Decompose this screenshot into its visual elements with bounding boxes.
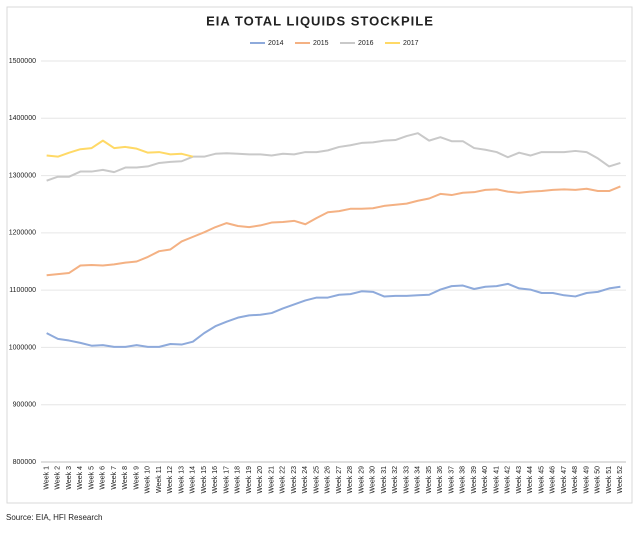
x-tick-label: Week 9 <box>133 466 140 490</box>
x-tick-label: Week 30 <box>370 466 377 494</box>
x-tick-label: Week 39 <box>471 466 478 494</box>
x-tick-label: Week 6 <box>100 466 107 490</box>
x-tick-label: Week 46 <box>550 466 557 494</box>
x-tick-label: Week 22 <box>280 466 287 494</box>
series-line <box>46 282 621 348</box>
x-tick-label: Week 15 <box>201 466 208 494</box>
x-tick-label: Week 49 <box>583 466 590 494</box>
x-tick-label: Week 36 <box>437 466 444 494</box>
x-tick-label: Week 32 <box>392 466 399 494</box>
legend-label: 2014 <box>268 40 284 47</box>
x-tick-label: Week 8 <box>122 466 129 490</box>
x-tick-label: Week 42 <box>505 466 512 494</box>
x-tick-label: Week 10 <box>145 466 152 494</box>
x-tick-label: Week 43 <box>516 466 523 494</box>
x-tick-label: Week 28 <box>347 466 354 494</box>
x-tick-label: Week 16 <box>212 466 219 494</box>
x-tick-label: Week 47 <box>561 466 568 494</box>
series-line <box>46 132 621 182</box>
y-tick-label: 1000000 <box>9 344 36 351</box>
y-tick-label: 800000 <box>13 459 36 466</box>
x-tick-label: Week 17 <box>223 466 230 494</box>
x-tick-label: Week 25 <box>313 466 320 494</box>
x-tick-label: Week 35 <box>426 466 433 494</box>
x-tick-label: Week 40 <box>482 466 489 494</box>
x-tick-label: Week 14 <box>190 466 197 494</box>
x-tick-label: Week 11 <box>156 466 163 493</box>
x-tick-label: Week 26 <box>325 466 332 494</box>
x-tick-label: Week 52 <box>617 466 624 494</box>
x-tick-label: Week 27 <box>336 466 343 494</box>
x-tick-label: Week 5 <box>88 466 95 490</box>
x-tick-label: Week 44 <box>527 466 534 494</box>
x-tick-label: Week 3 <box>66 466 73 490</box>
x-tick-label: Week 20 <box>257 466 264 494</box>
x-tick-label: Week 18 <box>235 466 242 494</box>
x-tick-label: Week 38 <box>460 466 467 494</box>
x-tick-label: Week 33 <box>403 466 410 494</box>
x-tick-label: Week 51 <box>606 466 613 494</box>
x-tick-label: Week 21 <box>268 466 275 494</box>
y-tick-label: 1400000 <box>9 115 36 122</box>
y-tick-label: 1200000 <box>9 230 36 237</box>
legend-label: 2016 <box>358 40 374 47</box>
x-tick-label: Week 19 <box>246 466 253 494</box>
legend-label: 2015 <box>313 40 329 47</box>
chart-title: EIA TOTAL LIQUIDS STOCKPILE <box>206 13 434 28</box>
x-tick-label: Week 34 <box>415 466 422 494</box>
x-tick-label: Week 4 <box>77 466 84 490</box>
x-tick-label: Week 50 <box>595 466 602 494</box>
x-tick-label: Week 1 <box>43 466 50 490</box>
x-tick-label: Week 48 <box>572 466 579 494</box>
x-tick-label: Week 7 <box>111 466 118 490</box>
x-tick-label: Week 12 <box>167 466 174 494</box>
x-tick-label: Week 23 <box>291 466 298 494</box>
x-tick-label: Week 41 <box>493 466 500 494</box>
x-tick-label: Week 31 <box>381 466 388 494</box>
x-tick-label: Week 37 <box>448 466 455 494</box>
x-tick-label: Week 2 <box>55 466 62 490</box>
y-tick-label: 900000 <box>13 402 36 409</box>
series-line <box>46 139 194 158</box>
chart-frame <box>6 6 633 504</box>
x-tick-label: Week 29 <box>358 466 365 494</box>
legend-label: 2017 <box>403 40 419 47</box>
source-note: Source: EIA, HFI Research <box>6 513 102 522</box>
y-tick-label: 1100000 <box>9 287 36 294</box>
y-tick-label: 1500000 <box>9 58 36 65</box>
y-tick-label: 1300000 <box>9 172 36 179</box>
x-tick-label: Week 13 <box>178 466 185 494</box>
x-tick-label: Week 24 <box>302 466 309 494</box>
x-tick-label: Week 45 <box>538 466 545 494</box>
series-line <box>46 185 621 277</box>
